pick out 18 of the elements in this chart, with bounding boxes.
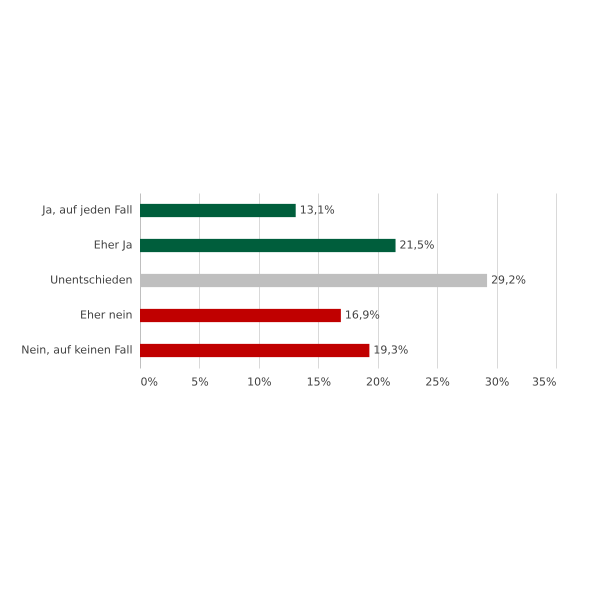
y-tick-label: Nein, auf keinen Fall	[21, 344, 132, 356]
x-tick-label: 15%	[306, 376, 332, 388]
x-tick-label: 30%	[484, 376, 510, 388]
y-tick-label: Unentschieden	[50, 274, 133, 286]
x-tick-label: 35%	[532, 376, 556, 388]
y-tick-label: Eher Ja	[94, 238, 132, 252]
x-tick-label: 10%	[247, 376, 272, 388]
x-tick-label: 20%	[366, 376, 390, 388]
data-label: 29,2%	[491, 274, 526, 286]
data-label: 21,5%	[400, 238, 434, 252]
y-tick-label: Ja, auf jeden Fall	[41, 204, 132, 216]
data-label: 16,9%	[344, 308, 380, 322]
x-tick-label: 5%	[191, 376, 209, 388]
y-tick-label: Eher nein	[80, 308, 133, 322]
data-label: 13,1%	[300, 204, 335, 216]
data-label: 19,3%	[373, 344, 408, 356]
x-tick-label: 0%	[140, 376, 158, 388]
x-tick-label: 25%	[425, 376, 450, 388]
